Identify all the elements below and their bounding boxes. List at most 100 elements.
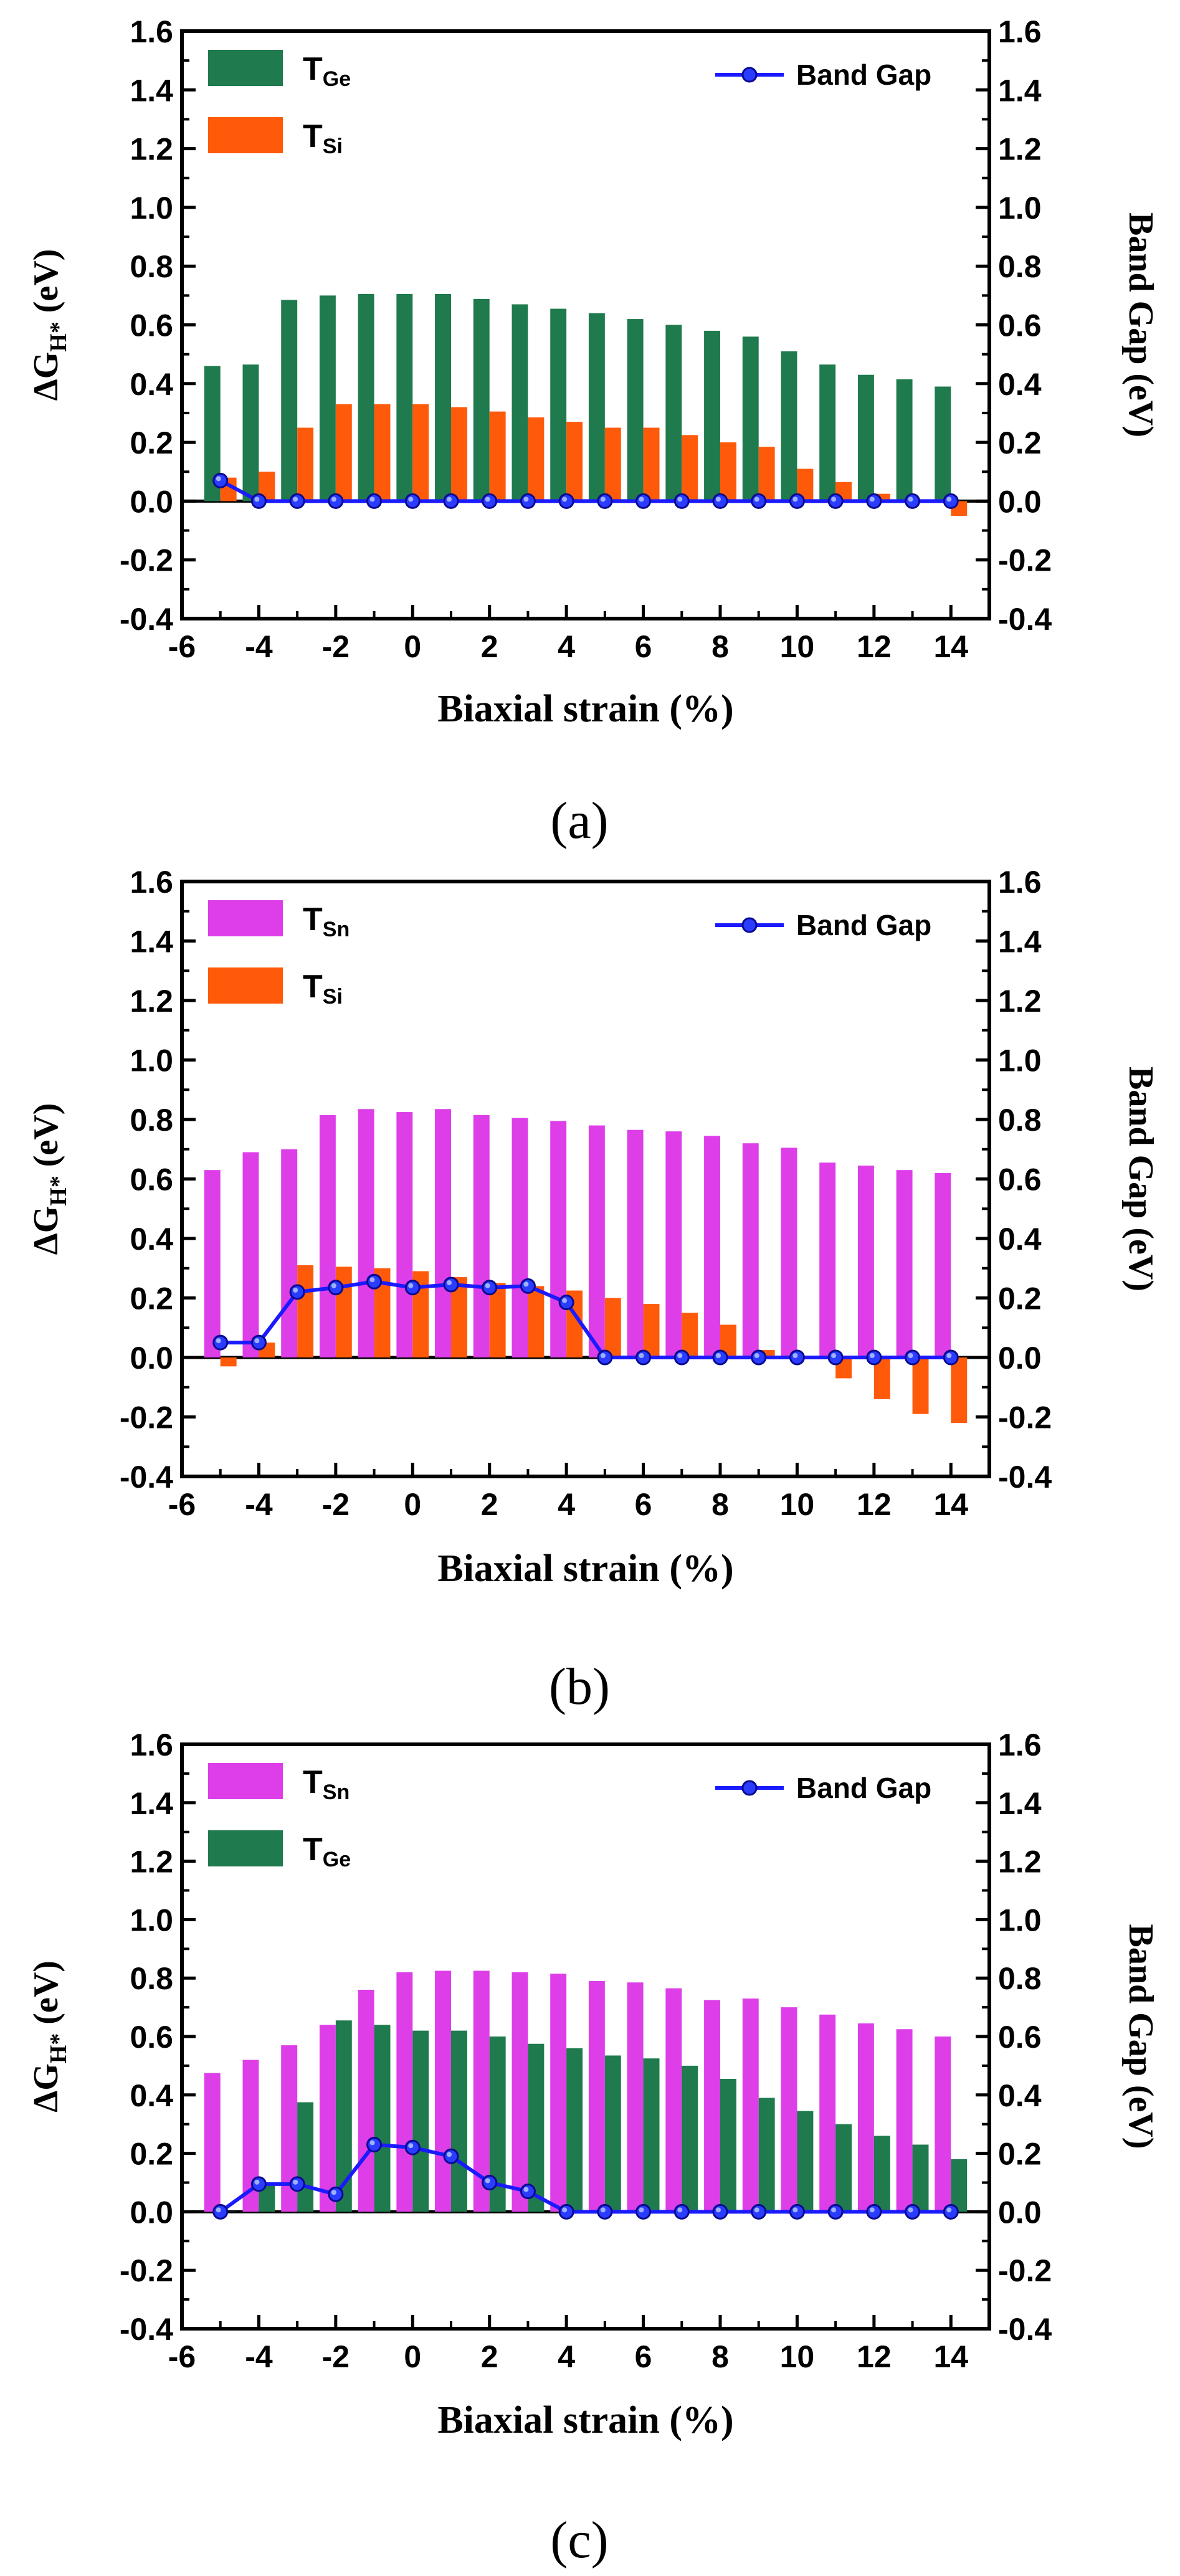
band-gap-point-11 — [827, 1349, 844, 1366]
y-right-tick-label: 1.0 — [998, 1903, 1042, 1937]
band-gap-point-0 — [404, 1280, 421, 1296]
band-gap-point-highlight — [639, 2207, 644, 2213]
chart-panel-b: -6 -4 -2 0 2 4 6 8 10 12 14 -0.4 -0.4 -0.2 -0.2 0.0 0.0 0… — [27, 865, 1160, 1716]
bar-sn-2 — [473, 1115, 490, 1357]
bar-ge-12 — [857, 374, 874, 501]
bar-sn-14 — [935, 1172, 951, 1357]
bar-ge-5 — [588, 313, 605, 501]
band-gap-point-8 — [712, 493, 728, 509]
x-tick-label: 10 — [780, 1487, 815, 1522]
x-tick-label: 14 — [933, 629, 968, 664]
band-gap-point-highlight — [869, 497, 875, 502]
band-gap-point-9 — [751, 493, 767, 509]
x-tick-label: 0 — [404, 629, 421, 664]
y-left-tick-label: -0.2 — [120, 1400, 173, 1435]
x-tick-label: -2 — [322, 629, 350, 664]
x-tick-label: -6 — [168, 1487, 196, 1522]
band-gap-point-highlight — [792, 2207, 798, 2213]
y-left-tick-label: 1.0 — [130, 1903, 173, 1937]
band-gap-point--1 — [366, 493, 383, 509]
y-right-tick-label: 0.8 — [998, 249, 1042, 284]
band-gap-point-highlight — [369, 2140, 375, 2146]
x-tick-label: -2 — [322, 2339, 350, 2374]
band-gap-point-14 — [943, 1349, 959, 1366]
bar-si-9 — [758, 1350, 775, 1357]
x-tick-label: 0 — [404, 2339, 421, 2374]
y-right-tick-label: 0.2 — [998, 1281, 1042, 1316]
bar-sn-0 — [396, 1112, 413, 1357]
band-gap-point-highlight — [485, 2178, 490, 2184]
legend-band-gap-marker — [741, 1780, 758, 1796]
bar-sn--5 — [204, 1170, 221, 1357]
bar-sn-6 — [627, 1129, 644, 1357]
band-gap-point-highlight — [408, 2143, 414, 2149]
band-gap-point-highlight — [562, 2207, 568, 2213]
bar-si-7 — [682, 435, 698, 501]
y-right-tick-label: 0.4 — [998, 2078, 1042, 2113]
bar-ge-13 — [912, 2144, 929, 2212]
y-left-tick-label: 0.2 — [130, 1281, 173, 1316]
x-tick-label: 6 — [635, 629, 652, 664]
y-left-tick-label: 0.4 — [130, 367, 173, 402]
band-gap-point-6 — [635, 493, 652, 509]
y-right-tick-label: 1.4 — [998, 924, 1042, 959]
legend-swatch-ge — [208, 50, 283, 86]
bar-sn--1 — [358, 1109, 374, 1357]
bar-ge-10 — [781, 351, 797, 501]
bar-sn-1 — [435, 1970, 451, 2212]
bar-ge-11 — [819, 364, 836, 501]
bar-si-3 — [528, 1286, 545, 1357]
x-axis-label: Biaxial strain (%) — [437, 688, 733, 730]
bar-sn-1 — [435, 1109, 451, 1357]
bar-ge-12 — [873, 2136, 890, 2212]
legend-swatch-sn — [208, 900, 283, 936]
band-gap-point-7 — [673, 1349, 690, 1366]
y-axis-label-left: ΔGH* (eV) — [27, 249, 72, 401]
band-gap-point-highlight — [946, 497, 952, 502]
x-tick-label: 2 — [481, 1487, 498, 1522]
band-gap-point-3 — [520, 493, 536, 509]
bar-si-6 — [643, 427, 660, 501]
band-gap-point-10 — [789, 2203, 805, 2220]
y-left-tick-label: 0.6 — [130, 308, 173, 343]
band-gap-point-highlight — [254, 497, 260, 502]
legend-label-ge: TGe — [303, 1832, 351, 1871]
band-gap-point-highlight — [600, 2207, 606, 2213]
x-tick-label: 14 — [933, 1487, 968, 1522]
y-left-tick-label: 1.6 — [130, 1728, 173, 1762]
y-right-tick-label: 0.2 — [998, 425, 1042, 460]
band-gap-point-highlight — [408, 497, 414, 502]
x-tick-label: 8 — [711, 1487, 729, 1522]
band-gap-point-highlight — [754, 497, 759, 502]
y-right-tick-label: -0.2 — [998, 1400, 1052, 1435]
panel-label: (a) — [550, 792, 608, 850]
bar-ge-14 — [951, 2159, 968, 2212]
band-gap-point-highlight — [216, 1338, 221, 1344]
bar-ge-9 — [758, 2098, 775, 2212]
bar-si-6 — [643, 1304, 660, 1357]
band-gap-point-7 — [673, 2203, 690, 2220]
band-gap-point-highlight — [447, 1280, 452, 1286]
bar-ge--1 — [374, 2025, 391, 2212]
band-gap-point-highlight — [408, 1283, 414, 1288]
band-gap-point--3 — [289, 2176, 305, 2192]
bar-ge--3 — [281, 300, 298, 501]
bar-si-9 — [758, 447, 775, 501]
y-left-tick-label: -0.4 — [120, 2312, 173, 2347]
band-gap-point-highlight — [369, 1277, 375, 1283]
band-gap-point-highlight — [716, 497, 721, 502]
band-gap-point--1 — [366, 2137, 383, 2153]
bar-si-7 — [682, 1313, 698, 1357]
bar-si-0 — [412, 404, 429, 501]
y-right-tick-label: 1.6 — [998, 865, 1042, 900]
legend-label-sn: TSn — [303, 901, 350, 941]
x-tick-label: 4 — [558, 2339, 575, 2374]
y-axis-label-right: Band Gap (eV) — [1121, 212, 1160, 437]
band-gap-point-highlight — [792, 1353, 798, 1358]
band-gap-point-10 — [789, 1349, 805, 1366]
band-gap-point-8 — [712, 1349, 728, 1366]
band-gap-point--3 — [289, 493, 305, 509]
band-gap-point-3 — [520, 1278, 536, 1294]
legend-swatch-ge — [208, 1830, 283, 1866]
x-tick-label: 12 — [857, 629, 892, 664]
